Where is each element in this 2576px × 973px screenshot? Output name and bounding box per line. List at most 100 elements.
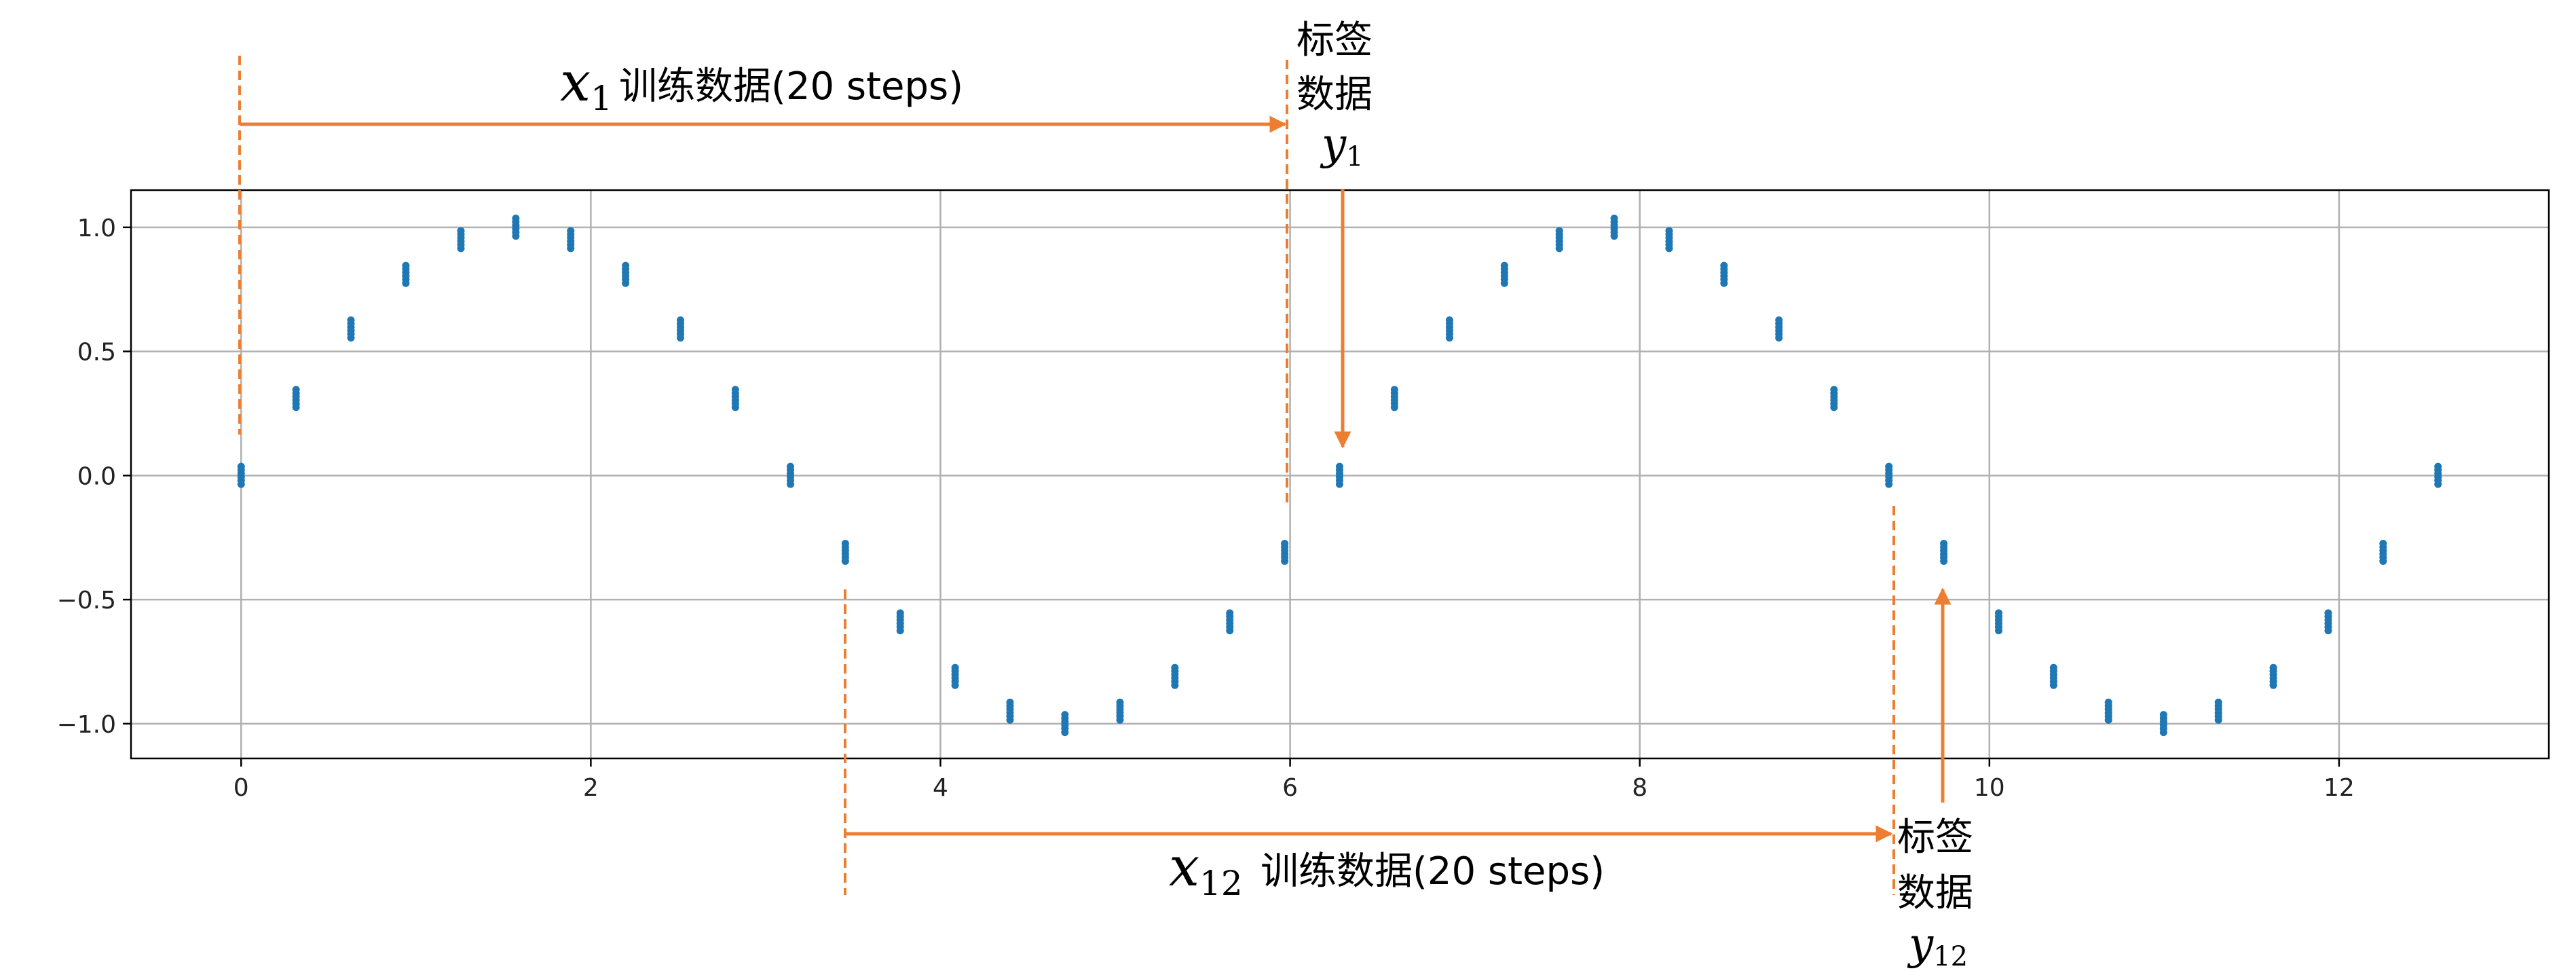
x-tick-label: 12: [2323, 774, 2355, 802]
bottom-window-variable: x12: [1169, 835, 1243, 903]
data-point: [731, 386, 739, 411]
data-point: [1171, 663, 1179, 689]
x-tick-label: 8: [1632, 774, 1647, 802]
data-point-marker: [841, 539, 849, 547]
plot-area-frame: [130, 189, 2550, 760]
data-point-marker: [1226, 609, 1234, 617]
data-point-marker: [1610, 215, 1618, 223]
data-point-marker: [2104, 698, 2112, 706]
data-point-marker: [1335, 462, 1343, 471]
data-point-marker: [1006, 698, 1014, 706]
data-point: [1720, 261, 1728, 287]
data-point-marker: [292, 386, 300, 394]
y-tick-label: 0.0: [77, 462, 116, 490]
data-point: [2159, 711, 2167, 737]
y-axis-ticks: −1.0 −0.5 0.0 0.5 1.0: [57, 215, 131, 739]
x-tick-label: 2: [583, 774, 599, 802]
data-point-marker: [2049, 663, 2057, 672]
data-point-marker: [2214, 698, 2222, 706]
data-point-marker: [1445, 316, 1453, 325]
data-point-marker: [1061, 711, 1069, 719]
data-point-marker: [622, 261, 630, 270]
data-point: [787, 462, 795, 488]
data-point: [896, 609, 904, 635]
top-window-variable: x1: [560, 50, 612, 118]
data-point-marker: [1940, 539, 1948, 547]
data-point: [2379, 539, 2387, 565]
data-point-marker: [2269, 663, 2277, 672]
data-point-marker: [457, 227, 465, 235]
x-tick-label: 4: [933, 774, 948, 802]
data-point-marker: [1885, 462, 1893, 471]
data-point: [1665, 227, 1673, 253]
data-point-marker: [1775, 316, 1783, 325]
bottom-label-variable: y12: [1907, 919, 1968, 972]
x-axis-ticks: 0 2 4 6 8 10 12: [234, 758, 2355, 802]
data-point-marker: [1830, 386, 1838, 394]
data-point: [1445, 316, 1453, 342]
data-point: [1116, 698, 1124, 724]
data-point: [2269, 663, 2277, 689]
data-point: [841, 539, 849, 565]
data-point: [1610, 215, 1618, 240]
data-points: [237, 215, 2442, 737]
data-point: [1500, 261, 1508, 287]
data-point: [622, 261, 630, 287]
data-point-marker: [1171, 663, 1179, 672]
data-point-marker: [1555, 227, 1563, 235]
data-point: [1335, 462, 1343, 488]
data-point: [1226, 609, 1234, 635]
data-point: [567, 227, 575, 253]
x-tick-label: 10: [1974, 774, 2005, 802]
data-point-marker: [2434, 462, 2442, 471]
data-point: [1830, 386, 1838, 411]
data-point-marker: [1665, 227, 1673, 235]
data-point: [2104, 698, 2112, 724]
data-point-marker: [787, 462, 795, 471]
bottom-label-line1: 标签: [1897, 815, 1973, 860]
data-point: [347, 316, 355, 342]
data-point: [512, 215, 520, 240]
data-point-marker: [1994, 609, 2002, 617]
data-point-marker: [512, 215, 520, 223]
data-point-marker: [1720, 261, 1728, 270]
bottom-label-line2: 数据: [1897, 871, 1973, 915]
data-point-marker: [1500, 261, 1508, 270]
data-point-marker: [347, 316, 355, 325]
window-annotations: x1 训练数据(20 steps) 标签 数据 y1 x12 训练数据(20 s…: [238, 18, 1973, 972]
data-point: [1994, 609, 2002, 635]
data-point-marker: [2379, 539, 2387, 547]
data-point: [1281, 539, 1289, 565]
data-point: [237, 462, 245, 488]
top-window-label: 训练数据(20 steps): [619, 65, 963, 109]
data-point-marker: [1390, 386, 1398, 394]
data-point-marker: [951, 663, 959, 672]
data-point-marker: [1281, 539, 1289, 547]
data-point: [1390, 386, 1398, 411]
data-point-marker: [1116, 698, 1124, 706]
data-point-marker: [676, 316, 684, 325]
top-label-line2: 数据: [1296, 73, 1373, 117]
data-point: [2049, 663, 2057, 689]
data-point: [402, 261, 410, 287]
top-label-variable: y1: [1320, 120, 1364, 172]
data-point-marker: [2159, 711, 2167, 719]
x-tick-label: 0: [234, 774, 249, 802]
data-point: [2214, 698, 2222, 724]
data-point: [1555, 227, 1563, 253]
data-point-marker: [896, 609, 904, 617]
data-point: [676, 316, 684, 342]
data-point: [292, 386, 300, 411]
data-point-marker: [402, 261, 410, 270]
data-point: [1885, 462, 1893, 488]
data-point-marker: [2324, 609, 2332, 617]
top-label-line1: 标签: [1296, 18, 1373, 62]
data-point: [1006, 698, 1014, 724]
data-point: [457, 227, 465, 253]
y-tick-label: 0.5: [77, 339, 116, 367]
grid-lines: [131, 190, 2549, 758]
data-point: [1940, 539, 1948, 565]
data-point: [2434, 462, 2442, 488]
data-point: [1775, 316, 1783, 342]
